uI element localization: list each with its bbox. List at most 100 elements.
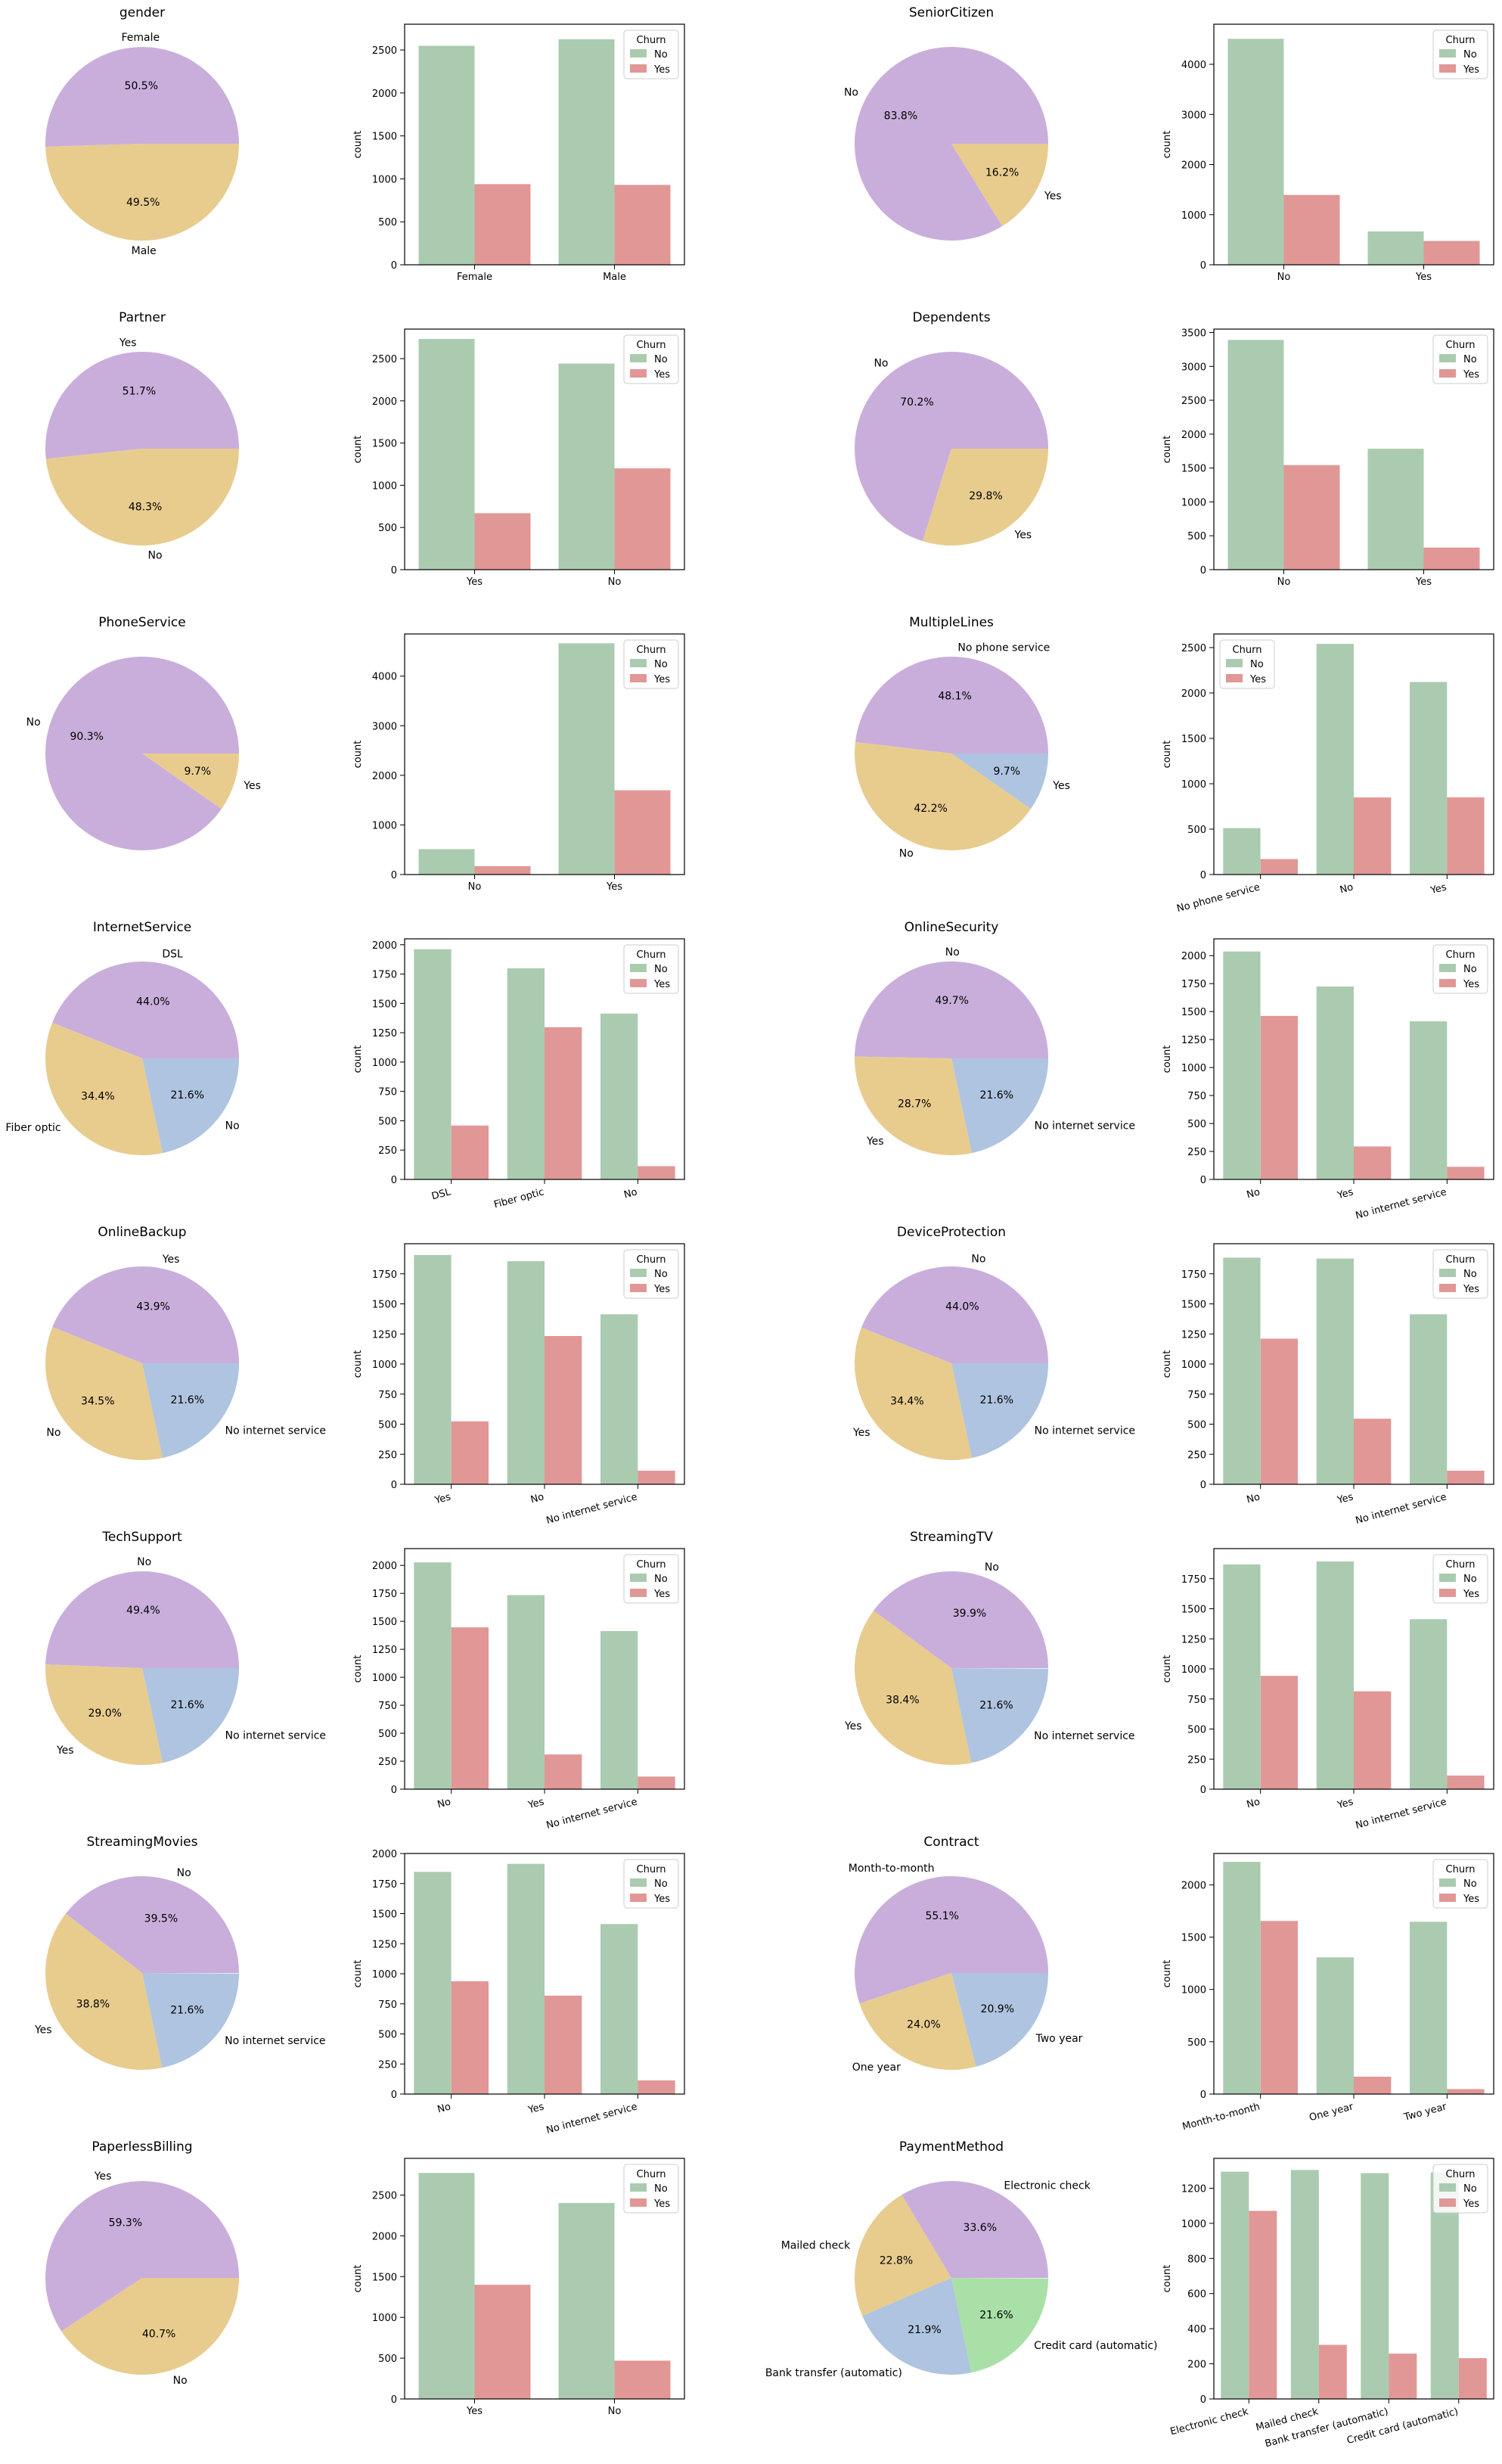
legend-title: Churn — [1446, 1864, 1476, 1875]
legend-swatch — [1439, 2198, 1456, 2207]
bar-no — [1223, 828, 1261, 875]
y-tick-label: 0 — [391, 1175, 397, 1186]
bar-no — [558, 39, 615, 266]
pie-pct-label: 50.5% — [125, 80, 158, 92]
x-tick-label: No — [1339, 881, 1355, 896]
y-tick-label: 2000 — [1181, 160, 1206, 172]
pie-title: gender — [119, 5, 165, 20]
legend-swatch — [630, 369, 647, 378]
pie-pct-label: 9.7% — [994, 766, 1021, 778]
pie-slice — [45, 2180, 239, 2332]
x-tick-label: No — [1277, 576, 1291, 588]
bar-yes — [545, 1995, 582, 2094]
pie-category-label: No — [899, 848, 914, 860]
pie-slice — [45, 1913, 163, 2071]
x-tick-label: No — [608, 576, 622, 588]
y-tick-label: 500 — [378, 1116, 397, 1127]
pie-slice — [855, 1875, 1048, 2004]
pie-slice — [142, 1668, 239, 1763]
bar-yes — [638, 1776, 675, 1789]
legend-label: Yes — [1463, 1894, 1479, 1905]
y-axis-label: count — [1162, 1960, 1173, 1988]
bar-no — [558, 643, 615, 875]
pie-category-label: No — [148, 550, 163, 562]
y-tick-label: 2000 — [1181, 1881, 1206, 1892]
pie-pct-label: 49.4% — [126, 1605, 160, 1617]
y-tick-label: 2000 — [372, 1849, 397, 1860]
x-tick-label: Female — [457, 272, 492, 283]
y-tick-label: 1000 — [372, 1359, 397, 1371]
y-tick-label: 1250 — [372, 1329, 397, 1341]
bar-no — [600, 1314, 638, 1484]
pie-category-label: No — [46, 1427, 61, 1439]
pie-slice — [859, 1973, 976, 2071]
y-tick-label: 1000 — [1181, 497, 1206, 508]
bar-no — [1410, 1922, 1448, 2094]
pie-slice — [45, 47, 240, 148]
pie-category-label: Month-to-month — [849, 1863, 935, 1875]
legend-swatch — [630, 2183, 647, 2192]
y-tick-label: 500 — [1187, 1725, 1206, 1736]
y-axis-label: count — [352, 436, 364, 464]
y-tick-label: 750 — [1187, 1390, 1206, 1401]
bar-yes — [1283, 194, 1340, 265]
pie-category-label: Yes — [852, 1427, 870, 1439]
pie-category-label: No — [945, 946, 960, 959]
y-tick-label: 1500 — [372, 2272, 397, 2283]
pie-category-label: Mailed check — [781, 2240, 851, 2252]
pie-slice — [45, 1327, 163, 1460]
pie-pct-label: 42.2% — [914, 803, 947, 815]
x-tick-label: Yes — [526, 2101, 545, 2116]
y-tick-label: 500 — [1187, 1119, 1206, 1130]
bar-yes — [545, 1336, 582, 1484]
y-tick-label: 0 — [391, 870, 397, 881]
chart-block-Contract: Contract 55.1% Month-to-month 24.0% One year… — [849, 1835, 1494, 2133]
pie-slice — [51, 962, 240, 1058]
y-tick-label: 1250 — [372, 1939, 397, 1950]
y-tick-label: 1500 — [1181, 464, 1206, 475]
pie-category-label: Yes — [119, 337, 137, 349]
legend-title: Churn — [637, 340, 666, 351]
legend-label: No — [1463, 354, 1477, 365]
x-tick-label: No internet service — [1355, 1796, 1448, 1832]
legend-label: Yes — [653, 674, 670, 685]
legend-label: No — [654, 1878, 668, 1890]
pie-slice — [45, 351, 239, 459]
legend-label: Yes — [653, 369, 670, 381]
legend-swatch — [630, 49, 647, 57]
pie-pct-label: 44.0% — [945, 1301, 979, 1313]
bar-yes — [1447, 2089, 1485, 2094]
legend-swatch — [630, 1894, 647, 1902]
legend-label: Yes — [1463, 1589, 1479, 1600]
legend-title: Churn — [637, 1254, 666, 1266]
x-tick-label: No — [436, 2101, 452, 2115]
legend-swatch — [1439, 979, 1456, 987]
y-tick-label: 2000 — [372, 940, 397, 952]
y-tick-label: 1750 — [372, 970, 397, 981]
y-tick-label: 0 — [391, 1785, 397, 1796]
x-tick-label: Yes — [466, 576, 483, 588]
legend-title: Churn — [637, 35, 666, 46]
bar-yes — [1260, 1676, 1298, 1789]
y-tick-label: 0 — [1200, 2090, 1206, 2101]
bar-yes — [614, 185, 671, 265]
pie-title: TechSupport — [101, 1530, 182, 1545]
chart-block-Dependents: Dependents 70.2% No 29.8% Yes 0 500 1000 1500 200… — [855, 310, 1494, 588]
y-tick-label: 500 — [378, 2030, 397, 2041]
pie-pct-label: 33.6% — [964, 2222, 997, 2234]
bar-yes — [614, 790, 671, 875]
x-tick-label: Yes — [1415, 272, 1432, 283]
bar-axes-frame — [404, 633, 685, 875]
bar-yes — [451, 1421, 489, 1484]
pie-title: StreamingTV — [910, 1530, 993, 1545]
bar-yes — [474, 2285, 531, 2399]
pie-slice — [951, 2278, 1048, 2373]
legend-label: Yes — [1463, 64, 1479, 76]
y-tick-label: 0 — [1200, 1785, 1206, 1796]
y-tick-label: 3500 — [1181, 328, 1206, 340]
bar-yes — [1354, 1691, 1392, 1789]
bar-no — [1223, 1564, 1261, 1789]
legend-swatch — [1439, 49, 1456, 57]
pie-title: InternetService — [93, 920, 191, 935]
